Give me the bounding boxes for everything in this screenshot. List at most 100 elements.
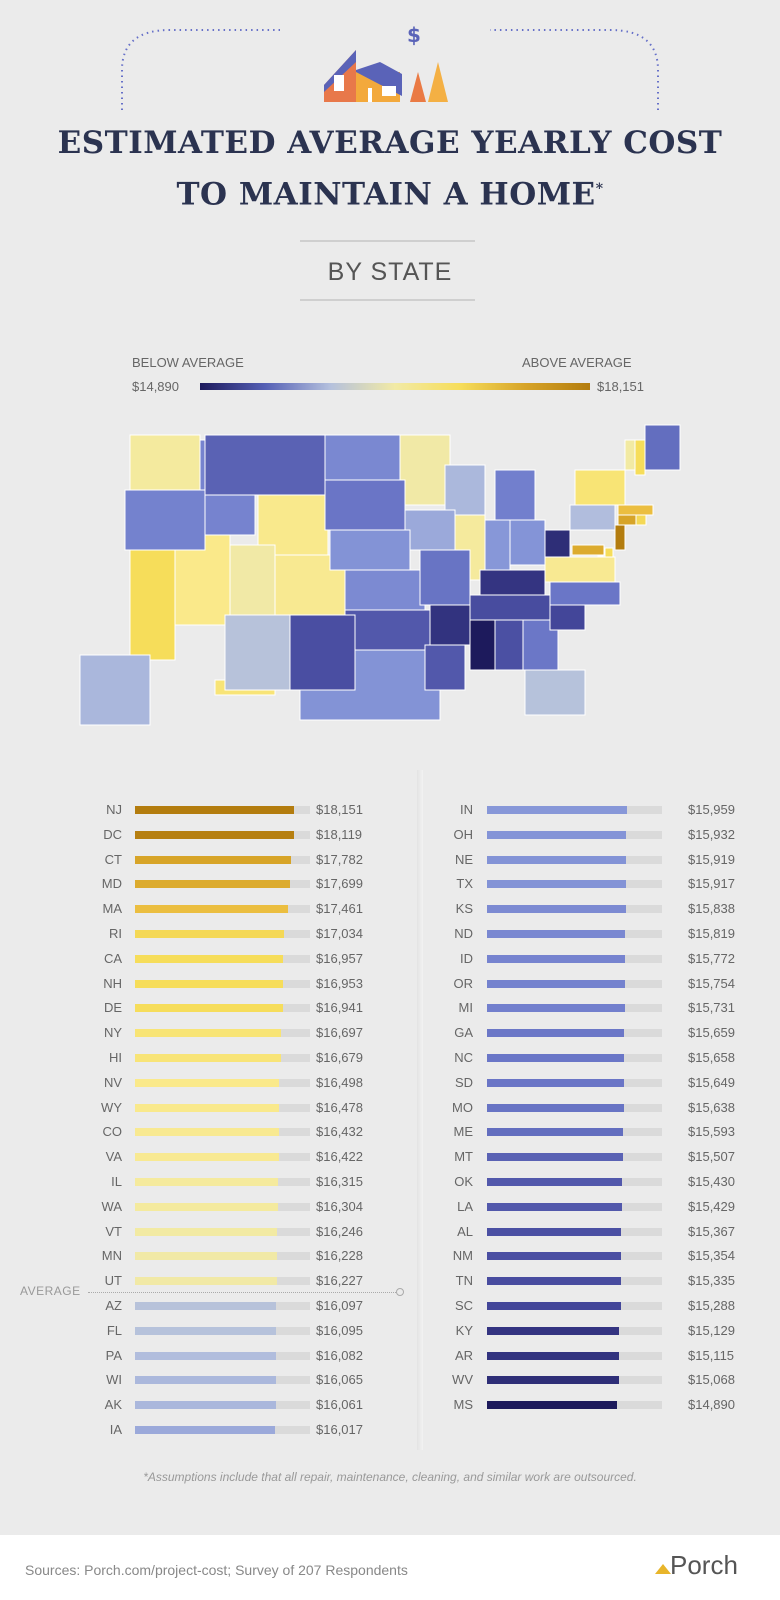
state-label: MS xyxy=(453,1397,474,1413)
bar-track xyxy=(135,930,310,938)
bar-track xyxy=(487,1302,662,1310)
value-label: $17,461 xyxy=(316,901,363,917)
state-label: LA xyxy=(457,1198,473,1214)
state-label: NE xyxy=(454,851,473,867)
state-label: HI xyxy=(109,1050,122,1065)
value-label: $16,095 xyxy=(316,1322,363,1338)
bar-track xyxy=(487,1252,662,1261)
value-label: $15,772 xyxy=(688,950,735,966)
bar-track xyxy=(487,1054,662,1062)
state-label: IL xyxy=(111,1174,122,1189)
value-label: $16,082 xyxy=(316,1347,363,1363)
bar xyxy=(487,1401,618,1410)
map-state-ak xyxy=(79,654,151,726)
bar-track xyxy=(135,979,310,988)
value-label: $16,228 xyxy=(316,1248,363,1264)
map-state-in xyxy=(484,519,511,571)
value-label: $17,034 xyxy=(316,926,363,941)
bar xyxy=(135,1153,279,1162)
map-state-va xyxy=(544,556,616,583)
state-label: AR xyxy=(454,1347,473,1363)
bar-track xyxy=(487,905,662,914)
map-state-oh xyxy=(509,519,546,566)
bar xyxy=(135,1103,280,1112)
state-label: ID xyxy=(460,950,473,966)
value-label: $15,335 xyxy=(688,1273,735,1289)
map-state-nj xyxy=(614,524,626,551)
bar-track xyxy=(487,1103,662,1112)
state-label: MO xyxy=(452,1099,473,1115)
map-state-al xyxy=(494,619,524,671)
bar-track xyxy=(487,1277,662,1286)
map-state-ma xyxy=(617,504,654,516)
value-label: $15,754 xyxy=(688,975,735,991)
bar xyxy=(487,806,627,814)
state-label: WY xyxy=(101,1099,122,1115)
state-label: NY xyxy=(103,1025,122,1041)
state-label: CO xyxy=(102,1124,123,1140)
bar xyxy=(135,1004,284,1013)
bar-track xyxy=(135,1202,310,1211)
bar-track xyxy=(487,930,662,938)
state-label: MI xyxy=(458,1000,473,1016)
value-label: $16,227 xyxy=(316,1273,363,1289)
value-label: $16,679 xyxy=(316,1050,363,1065)
state-label: PA xyxy=(105,1347,122,1363)
legend-max: $18,151 xyxy=(597,379,644,394)
bar xyxy=(135,1054,281,1062)
bar-track xyxy=(487,1351,662,1360)
map-state-mi xyxy=(494,469,536,521)
bar xyxy=(135,1227,278,1236)
bar xyxy=(135,1426,276,1434)
value-label: $16,498 xyxy=(316,1074,363,1090)
bar xyxy=(487,1376,619,1385)
state-label: TN xyxy=(455,1273,473,1289)
bar xyxy=(487,1029,625,1038)
bar xyxy=(487,830,627,839)
value-label: $15,429 xyxy=(688,1198,735,1214)
bar xyxy=(487,1128,624,1137)
bar-track xyxy=(135,1103,310,1112)
brand-logo[interactable]: Porch xyxy=(670,1550,738,1580)
value-label: $16,953 xyxy=(316,975,363,991)
bar-track xyxy=(487,1078,662,1087)
map-state-wa xyxy=(129,434,201,491)
value-label: $16,422 xyxy=(316,1149,363,1165)
bar xyxy=(487,1202,622,1211)
house-with-dollar-icon: $ xyxy=(121,23,659,110)
bar xyxy=(135,1202,278,1211)
bar xyxy=(487,880,627,889)
bar xyxy=(135,1326,276,1335)
bar xyxy=(487,930,626,938)
state-label: CA xyxy=(103,950,122,966)
state-label: MT xyxy=(454,1149,473,1165)
bar xyxy=(135,1128,279,1137)
state-label: OK xyxy=(454,1174,473,1189)
bar-track xyxy=(487,1202,662,1211)
value-label: $15,129 xyxy=(688,1322,735,1338)
state-label: OH xyxy=(453,826,474,842)
average-marker xyxy=(396,1288,404,1296)
state-label: RI xyxy=(109,926,122,941)
legend-above-label: ABOVE AVERAGE xyxy=(522,355,632,370)
state-label: GA xyxy=(454,1025,473,1041)
value-label: $14,890 xyxy=(688,1397,735,1413)
map-state-vt xyxy=(624,439,636,471)
state-label: WI xyxy=(106,1372,122,1388)
map-state-wv xyxy=(544,529,571,558)
bar-track xyxy=(487,979,662,988)
value-label: $16,017 xyxy=(316,1422,363,1437)
value-label: $15,638 xyxy=(688,1099,735,1115)
value-label: $15,959 xyxy=(688,802,735,817)
page-title: ESTIMATED AVERAGE YEARLY COST TO MAINTAI… xyxy=(0,120,780,217)
map-state-mt xyxy=(204,434,326,496)
bar-track xyxy=(135,1401,310,1410)
map-state-nm xyxy=(289,614,356,691)
bar-track xyxy=(135,1277,310,1286)
value-label: $15,593 xyxy=(688,1124,735,1140)
value-label: $18,119 xyxy=(316,826,363,842)
us-choropleth-map xyxy=(79,424,681,726)
map-state-mo xyxy=(419,549,471,606)
state-label: IN xyxy=(460,802,473,817)
value-label: $16,432 xyxy=(316,1124,363,1140)
